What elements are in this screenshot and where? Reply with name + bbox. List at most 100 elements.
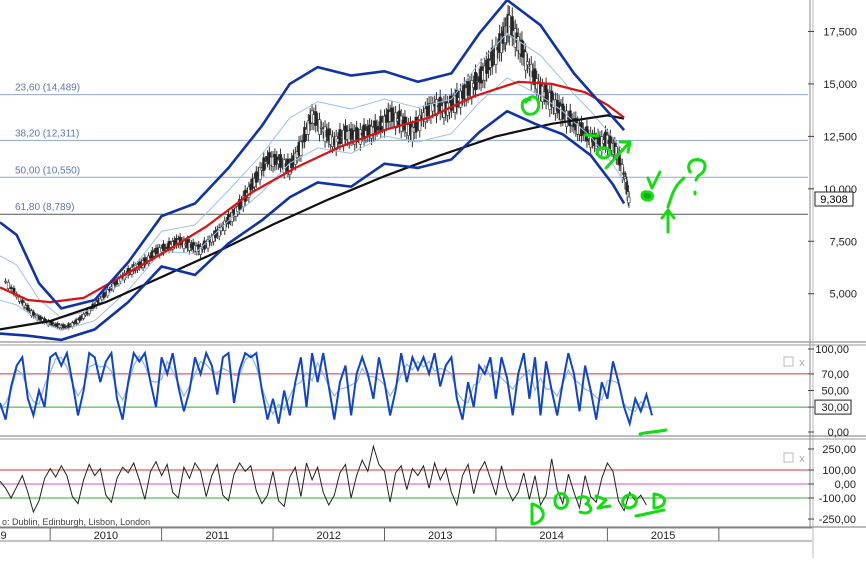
candle-body: [299, 141, 303, 156]
annotation-circle: [595, 146, 612, 160]
price-indicator-line: [0, 114, 625, 331]
price-tick-label: 7,500: [829, 236, 857, 248]
last-price-label: 9,308: [820, 194, 848, 206]
footer-text: o: Dublin, Edinburgh, Lisbon, London: [2, 517, 150, 527]
candle-body: [490, 47, 494, 67]
time-tick-label: 2011: [205, 530, 229, 542]
candle-body: [550, 90, 554, 107]
annotation-circle: [520, 95, 541, 116]
price-tick-label: 15,000: [823, 79, 857, 91]
candle-body: [6, 281, 10, 289]
candle-body: [507, 14, 511, 37]
candle-body: [212, 234, 216, 242]
price-candles: [4, 4, 631, 330]
osc-tick-label: 0,00: [828, 427, 849, 439]
momentum-series: [0, 444, 647, 514]
candle-body: [234, 207, 238, 217]
momentum-y-axis: 250,00 100,00 0,00 -100,00 -250,00: [808, 444, 856, 526]
candle-body: [22, 302, 26, 308]
candle-body: [435, 99, 439, 117]
candle-body: [622, 172, 626, 175]
osc-main-line: [0, 349, 653, 428]
price-tick-label: 17,500: [823, 26, 857, 38]
candle-body: [82, 313, 86, 319]
price-tick-label: 12,500: [823, 131, 857, 143]
osc-highlight-box: [814, 399, 852, 415]
time-tick-label: 2012: [317, 530, 341, 542]
candle-body: [9, 286, 13, 290]
fib-label: 61,80 (8,789): [15, 202, 75, 213]
momentum-tick-label: -100,00: [819, 493, 856, 505]
annotation-letter: [576, 495, 593, 515]
candle-body: [20, 299, 24, 304]
annotation-arrow: [604, 140, 632, 170]
candle-body: [206, 239, 210, 249]
candle-body: [470, 80, 474, 98]
time-tick-label: 2009: [0, 530, 7, 542]
price-indicator-line: [0, 109, 626, 342]
candle-body: [4, 280, 8, 283]
momentum-reference-lines: [0, 469, 808, 499]
candle-body: [199, 246, 203, 255]
panel-maximize-button[interactable]: [783, 356, 794, 367]
hand-annotations: [520, 95, 707, 526]
candle-body: [358, 129, 362, 145]
oscillator-y-axis: 100,00 70,00 50,00 30,00 0,00: [808, 344, 852, 439]
momentum-line: [0, 444, 647, 514]
time-tick-label: 2013: [428, 530, 452, 542]
candle-body: [303, 127, 307, 143]
candle-body: [108, 289, 112, 291]
panel-maximize-button[interactable]: [783, 452, 794, 463]
momentum-tick-label: -250,00: [819, 514, 856, 526]
time-tick-label: 2015: [651, 530, 675, 542]
annotation-letter: [621, 493, 638, 510]
candle-body: [418, 114, 422, 131]
osc-tick-label: 70,00: [821, 369, 849, 381]
panel-close-button[interactable]: x: [799, 453, 805, 465]
candle-body: [100, 296, 104, 300]
annotation-underline: [638, 428, 668, 436]
momentum-tick-label: 0,00: [835, 479, 856, 491]
price-indicator-line: [0, 0, 626, 310]
price-indicator-lines: [0, 0, 626, 342]
fib-label: 50,00 (10,550): [15, 165, 80, 176]
inner-band-line: [0, 77, 625, 332]
osc-tick-label: 50,00: [821, 386, 849, 398]
candle-body: [526, 61, 530, 66]
annotation-check: [646, 170, 662, 190]
candle-body: [520, 39, 524, 57]
candle-body: [533, 68, 537, 85]
momentum-buttons[interactable]: x: [783, 452, 805, 465]
candle-body: [314, 111, 318, 126]
panel-close-button[interactable]: x: [799, 357, 805, 369]
momentum-panel: 250,00 100,00 0,00 -100,00 -250,00 x o: Dubl…: [0, 438, 866, 528]
oscillator-series: [0, 349, 653, 428]
fib-label: 38,20 (12,311): [15, 128, 79, 139]
candle-body: [319, 126, 323, 129]
annotation-curve: [666, 176, 686, 209]
annotation-underline: [634, 508, 666, 518]
candle-body: [76, 319, 80, 324]
inner-band-line: [0, 32, 625, 319]
candle-body: [414, 116, 418, 133]
fib-levels: 23,60 (14,489) 38,20 (12,311) 50,00 (10,55…: [0, 83, 808, 215]
candle-body: [544, 84, 548, 103]
annotation-letter: [594, 494, 612, 510]
candle-body: [102, 292, 106, 299]
annotation-dash: [583, 133, 600, 138]
fib-label: 23,60 (14,489): [15, 83, 80, 94]
osc-tick-label: 100,00: [815, 344, 849, 356]
oscillator-buttons[interactable]: x: [783, 356, 805, 369]
candle-body: [217, 227, 221, 237]
candle-body: [627, 196, 631, 204]
oscillator-panel: 100,00 70,00 50,00 30,00 0,00 x: [0, 344, 866, 439]
time-tick-label: 2010: [94, 530, 118, 542]
time-axis: 2009 2010 2011 2012 2013 2014 2015: [0, 527, 812, 558]
momentum-tick-label: 100,00: [822, 465, 856, 477]
candle-body: [459, 90, 463, 108]
candle-body: [306, 120, 310, 135]
candle-body: [524, 51, 528, 71]
